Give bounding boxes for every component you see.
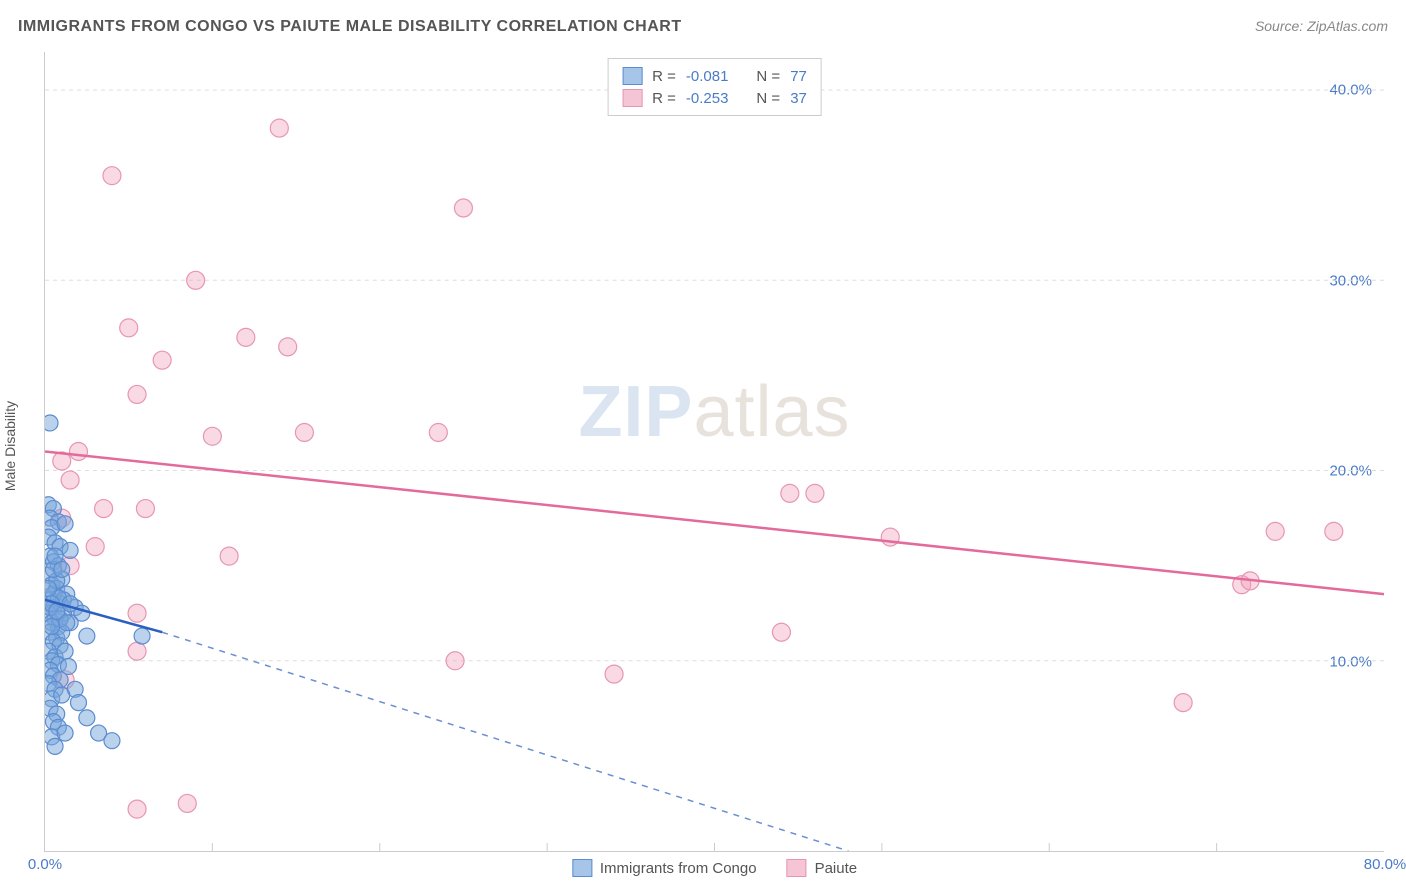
trend-line-paiute bbox=[45, 452, 1384, 595]
y-axis-label: Male Disability bbox=[2, 401, 18, 491]
data-point bbox=[270, 119, 288, 137]
data-point bbox=[1325, 522, 1343, 540]
data-point bbox=[237, 328, 255, 346]
data-point bbox=[128, 800, 146, 818]
data-point bbox=[54, 687, 70, 703]
trend-line-congo-extrapolated bbox=[162, 632, 848, 851]
data-point bbox=[45, 619, 60, 635]
data-point bbox=[605, 665, 623, 683]
data-point bbox=[69, 443, 87, 461]
n-value-paiute: 37 bbox=[790, 90, 807, 107]
data-point bbox=[57, 516, 73, 532]
data-point bbox=[45, 580, 56, 596]
legend-item-congo: Immigrants from Congo bbox=[572, 859, 757, 877]
data-point bbox=[178, 794, 196, 812]
data-point bbox=[70, 695, 86, 711]
data-point bbox=[62, 542, 78, 558]
data-point bbox=[134, 628, 150, 644]
stats-legend-box: R = -0.081 N = 77 R = -0.253 N = 37 bbox=[607, 58, 822, 116]
data-point bbox=[153, 351, 171, 369]
legend-item-paiute: Paiute bbox=[787, 859, 858, 877]
stats-row-paiute: R = -0.253 N = 37 bbox=[622, 87, 807, 109]
gridlines bbox=[45, 90, 1384, 851]
data-point bbox=[103, 167, 121, 185]
r-label: R = bbox=[652, 90, 676, 107]
data-point bbox=[220, 547, 238, 565]
scatter-plot-svg bbox=[45, 52, 1384, 851]
legend-label-congo: Immigrants from Congo bbox=[600, 860, 757, 877]
data-point bbox=[47, 738, 63, 754]
r-label: R = bbox=[652, 68, 676, 85]
n-label: N = bbox=[756, 68, 780, 85]
data-point bbox=[772, 623, 790, 641]
data-point bbox=[446, 652, 464, 670]
data-point bbox=[454, 199, 472, 217]
data-point bbox=[45, 415, 58, 431]
r-value-paiute: -0.253 bbox=[686, 90, 729, 107]
data-point bbox=[1174, 694, 1192, 712]
data-point bbox=[104, 733, 120, 749]
data-point bbox=[279, 338, 297, 356]
swatch-congo-bottom bbox=[572, 859, 592, 877]
data-point bbox=[781, 484, 799, 502]
data-point bbox=[57, 725, 73, 741]
data-point bbox=[429, 423, 447, 441]
swatch-congo bbox=[622, 67, 642, 85]
source-attribution: Source: ZipAtlas.com bbox=[1255, 18, 1388, 34]
scatter-points-paiute bbox=[53, 119, 1343, 818]
swatch-paiute bbox=[622, 89, 642, 107]
legend-bottom: Immigrants from Congo Paiute bbox=[572, 859, 857, 877]
data-point bbox=[79, 628, 95, 644]
data-point bbox=[128, 642, 146, 660]
n-label: N = bbox=[756, 90, 780, 107]
data-point bbox=[86, 538, 104, 556]
data-point bbox=[128, 385, 146, 403]
data-point bbox=[295, 423, 313, 441]
x-tick-label: 80.0% bbox=[1364, 856, 1406, 873]
data-point bbox=[203, 427, 221, 445]
r-value-congo: -0.081 bbox=[686, 68, 729, 85]
data-point bbox=[61, 471, 79, 489]
legend-label-paiute: Paiute bbox=[815, 860, 858, 877]
swatch-paiute-bottom bbox=[787, 859, 807, 877]
data-point bbox=[1266, 522, 1284, 540]
data-point bbox=[79, 710, 95, 726]
x-tick-label: 0.0% bbox=[28, 856, 62, 873]
data-point bbox=[120, 319, 138, 337]
data-point bbox=[95, 500, 113, 518]
plot-area: ZIPatlas R = -0.081 N = 77 R = -0.253 N … bbox=[44, 52, 1384, 852]
chart-container: IMMIGRANTS FROM CONGO VS PAIUTE MALE DIS… bbox=[0, 0, 1406, 892]
data-point bbox=[136, 500, 154, 518]
data-point bbox=[128, 604, 146, 622]
data-point bbox=[54, 561, 70, 577]
chart-title: IMMIGRANTS FROM CONGO VS PAIUTE MALE DIS… bbox=[18, 18, 682, 36]
n-value-congo: 77 bbox=[790, 68, 807, 85]
trend-lines bbox=[45, 452, 1384, 852]
data-point bbox=[187, 271, 205, 289]
data-point bbox=[806, 484, 824, 502]
stats-row-congo: R = -0.081 N = 77 bbox=[622, 65, 807, 87]
